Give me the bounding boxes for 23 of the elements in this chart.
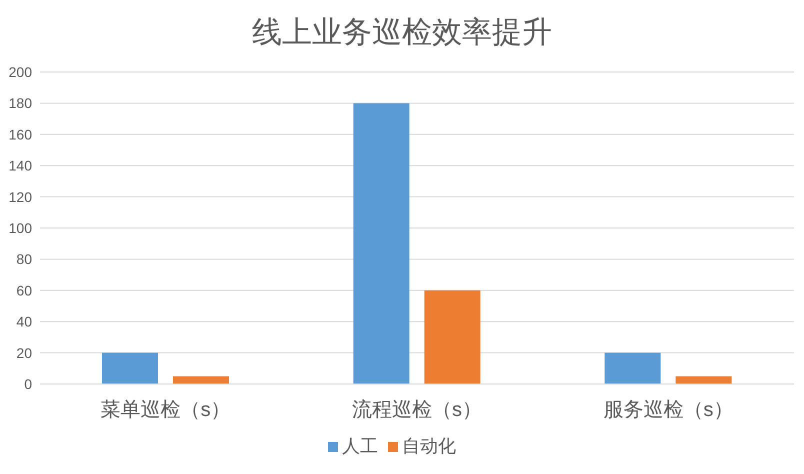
x-tick-label: 菜单巡检（s） bbox=[100, 399, 231, 422]
y-tick-label: 0 bbox=[24, 376, 32, 392]
bar bbox=[676, 376, 732, 384]
bar bbox=[102, 352, 158, 384]
y-tick-label: 60 bbox=[16, 282, 32, 298]
bar bbox=[604, 352, 661, 384]
chart-title: 线上业务巡检效率提升 bbox=[251, 15, 553, 51]
bar bbox=[353, 103, 410, 384]
y-tick-label: 200 bbox=[8, 64, 32, 80]
bar bbox=[424, 290, 480, 384]
y-tick-label: 100 bbox=[8, 220, 32, 236]
y-tick-label: 40 bbox=[16, 314, 32, 330]
y-tick-label: 80 bbox=[16, 251, 32, 268]
legend-label: 人工 bbox=[342, 436, 378, 456]
y-tick-label: 180 bbox=[8, 95, 32, 112]
x-tick-label: 服务巡检（s） bbox=[603, 399, 734, 422]
bar bbox=[173, 376, 229, 384]
x-tick-label: 流程巡检（s） bbox=[352, 399, 482, 422]
legend-label: 自动化 bbox=[402, 436, 456, 456]
y-tick-label: 140 bbox=[8, 158, 32, 174]
y-tick-label: 120 bbox=[8, 188, 32, 205]
y-tick-label: 20 bbox=[16, 344, 32, 361]
y-tick-label: 160 bbox=[8, 126, 32, 142]
